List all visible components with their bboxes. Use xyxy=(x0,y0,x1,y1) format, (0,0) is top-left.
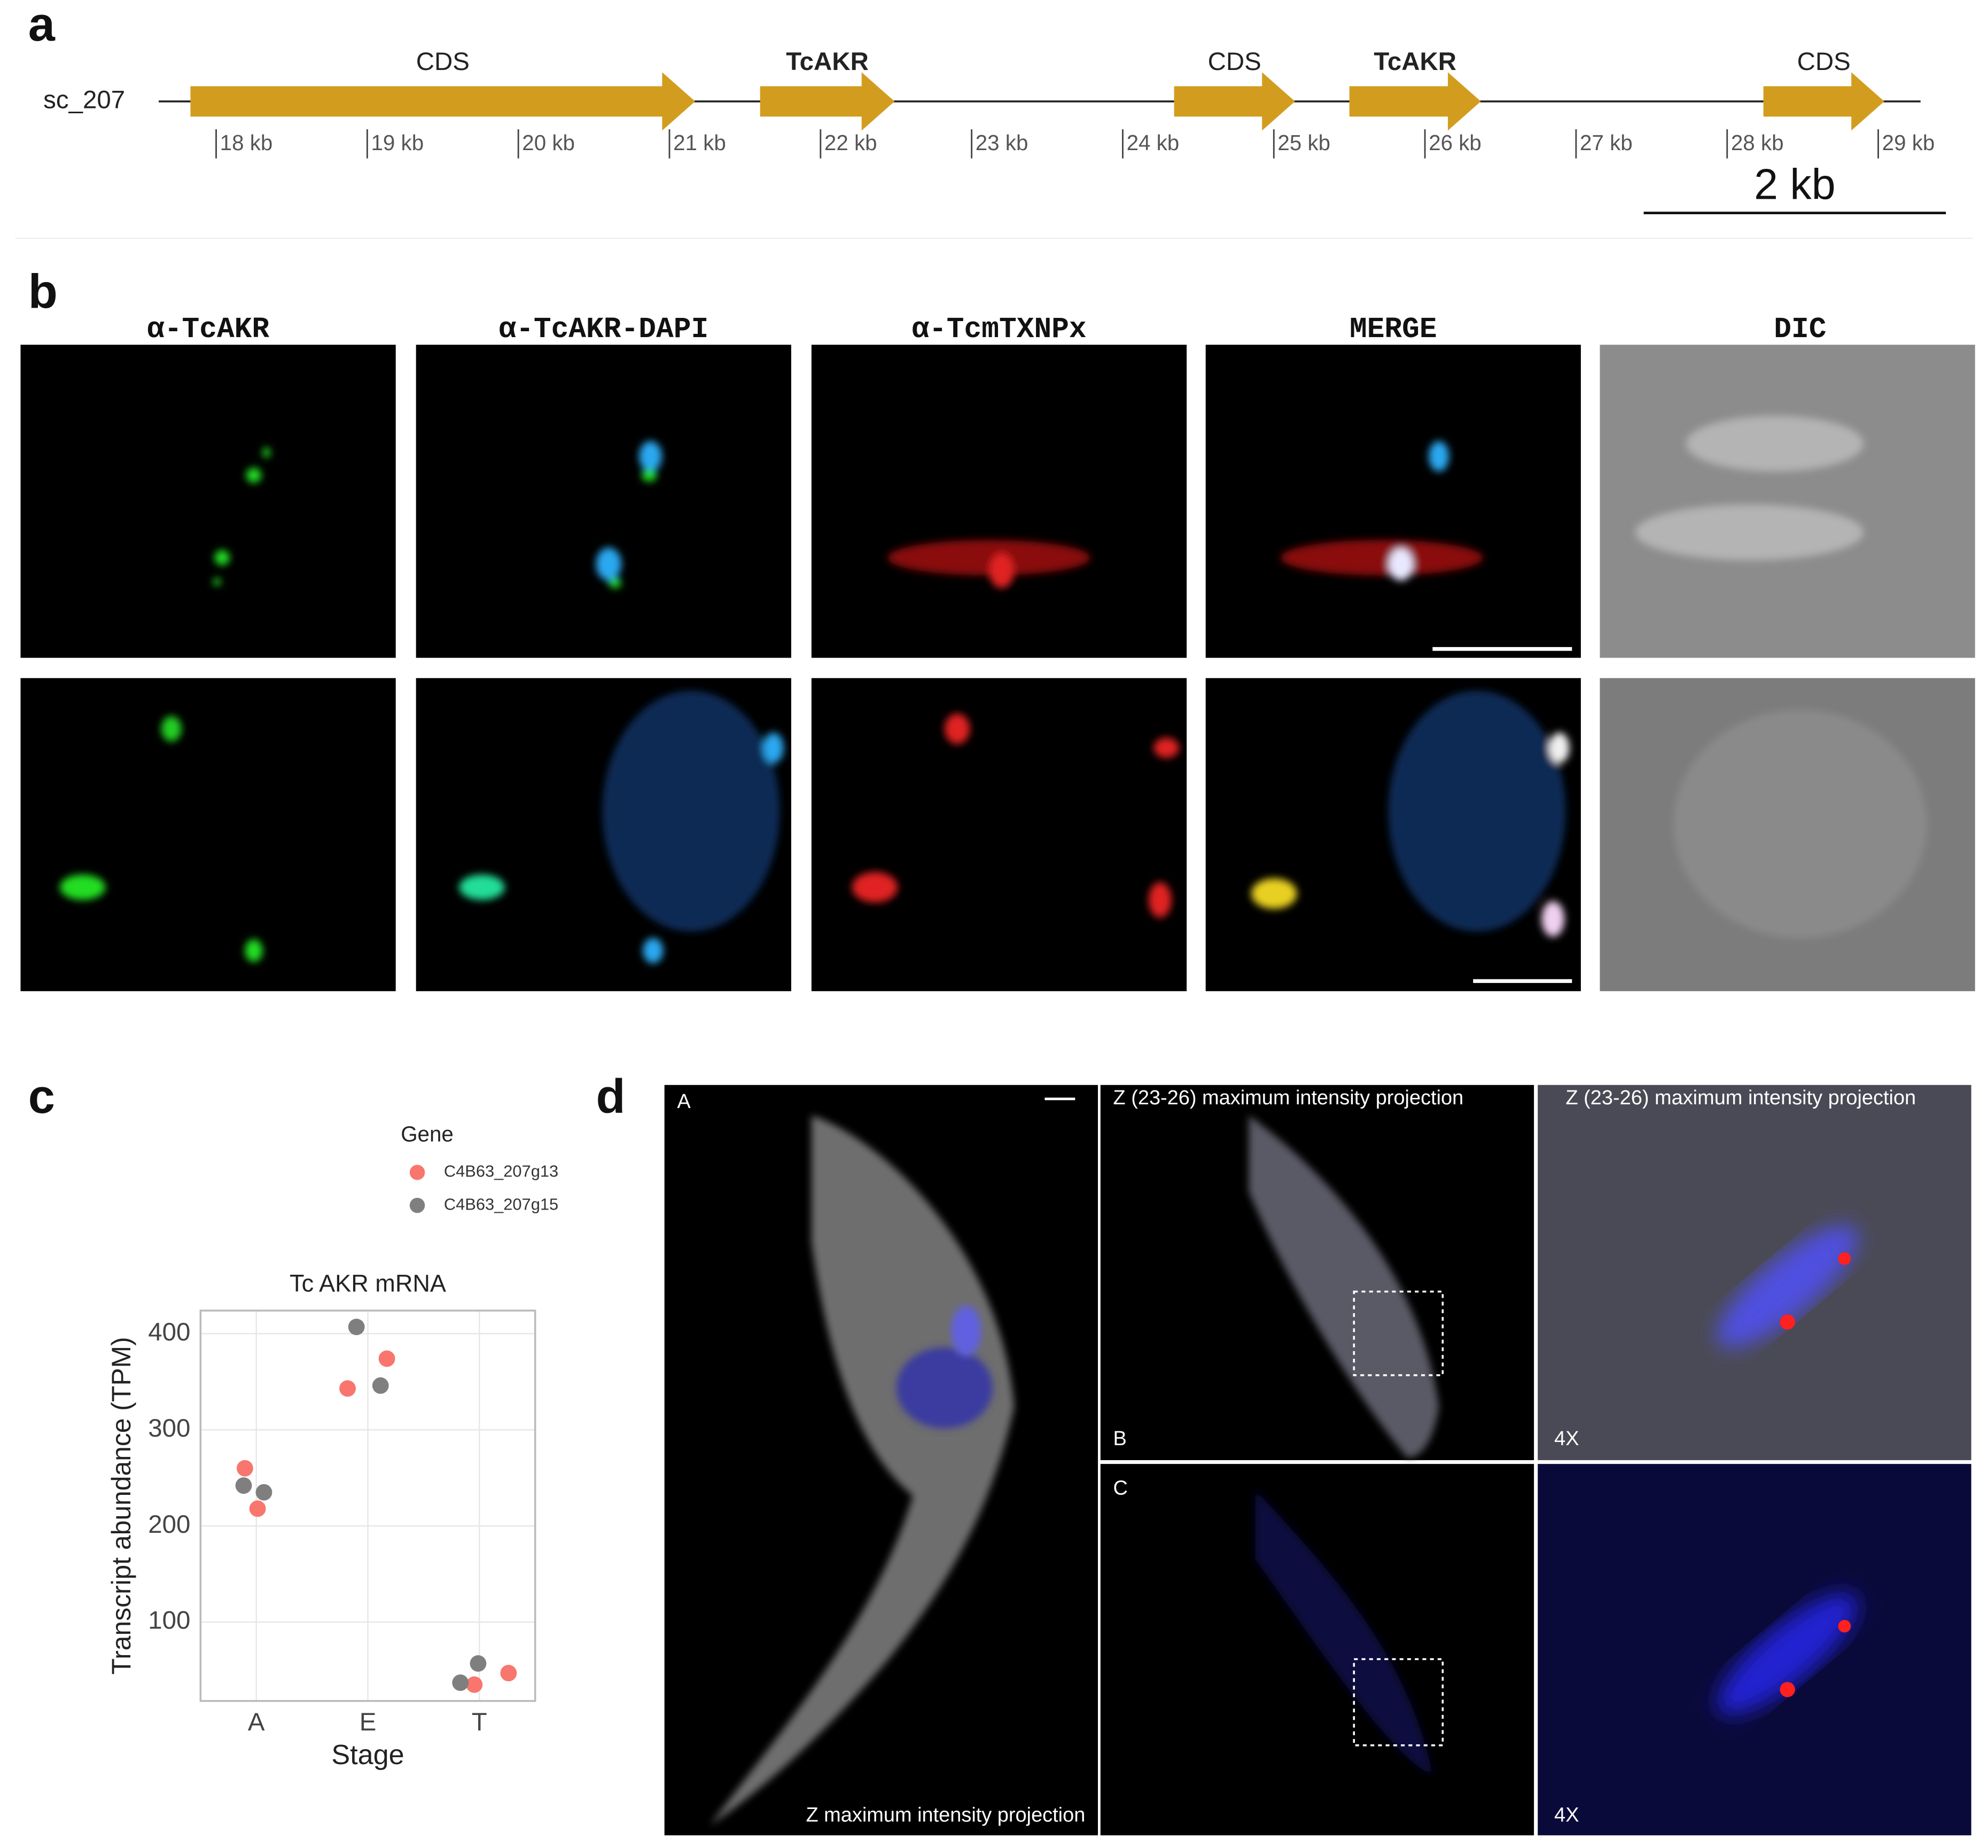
legend-title: Gene xyxy=(401,1121,454,1146)
image xyxy=(1538,1085,1971,1461)
point xyxy=(500,1665,517,1682)
tick-label: 22 kb xyxy=(824,130,877,155)
gene-arrow xyxy=(190,72,696,131)
panel-label: c xyxy=(28,1070,55,1124)
image xyxy=(20,345,396,658)
point xyxy=(339,1380,356,1397)
tick-label: 20 kb xyxy=(522,130,575,155)
tick-label: 18 kb xyxy=(220,130,273,155)
tick-label: 25 kb xyxy=(1277,130,1330,155)
panel-label: b xyxy=(28,265,58,319)
y-tick-label: 300 xyxy=(148,1414,190,1442)
legend-marker xyxy=(409,1197,425,1213)
image-title: Z (23-26) maximum intensity projection xyxy=(1565,1087,1916,1109)
image xyxy=(416,345,791,658)
image xyxy=(1600,345,1975,658)
column-header: DIC xyxy=(1774,314,1826,346)
legend-marker xyxy=(409,1165,425,1180)
panel-label: a xyxy=(28,0,56,51)
point xyxy=(236,1460,253,1477)
image-label: C xyxy=(1113,1477,1128,1500)
gene-arrow xyxy=(760,72,895,131)
tick-label: 26 kb xyxy=(1429,130,1482,155)
x-axis-title: Stage xyxy=(331,1740,404,1771)
chart-title: Tc AKR mRNA xyxy=(290,1270,446,1297)
legend-label: C4B63_207g13 xyxy=(444,1162,558,1181)
tick-label: 28 kb xyxy=(1731,130,1784,155)
microscopy-grid: α-TcAKR α-TcAKR-DAPI α-TcmTXNPx MERGE DI… xyxy=(20,314,1975,992)
gene-label: TcAKR xyxy=(1374,48,1456,76)
tick-label: 27 kb xyxy=(1580,130,1633,155)
image xyxy=(811,678,1187,992)
y-axis-title: Transcript abundance (TPM) xyxy=(106,1337,136,1674)
column-header: α-TcmTXNPx xyxy=(911,314,1086,346)
gene-label: CDS xyxy=(416,48,470,76)
y-tick-label: 100 xyxy=(148,1607,190,1635)
tick-label: 24 kb xyxy=(1127,130,1180,155)
image xyxy=(1100,1464,1534,1836)
y-tick-label: 400 xyxy=(148,1318,190,1346)
point xyxy=(452,1674,469,1691)
y-tick-label: 200 xyxy=(148,1510,190,1539)
tick-label: 19 kb xyxy=(371,130,424,155)
image-label: B xyxy=(1113,1428,1127,1450)
column-header: α-TcAKR xyxy=(147,314,269,346)
legend-label: C4B63_207g15 xyxy=(444,1195,558,1213)
gene-label: CDS xyxy=(1208,48,1261,76)
plot-border xyxy=(199,1309,536,1702)
tick-label: 29 kb xyxy=(1882,130,1935,155)
point xyxy=(378,1350,395,1367)
x-tick-label: A xyxy=(248,1708,265,1736)
gene-label: CDS xyxy=(1797,48,1851,76)
scale-bar-label: 2 kb xyxy=(1754,160,1835,208)
x-tick-label: E xyxy=(360,1708,377,1736)
image xyxy=(811,345,1187,658)
image-caption: Z maximum intensity projection xyxy=(806,1804,1085,1827)
x-tick-label: T xyxy=(472,1708,487,1736)
gene-arrow xyxy=(1174,72,1295,131)
tick-label: 21 kb xyxy=(673,130,726,155)
cell-signal xyxy=(60,416,1927,964)
point xyxy=(348,1319,365,1336)
cell-signal xyxy=(710,1097,1858,1826)
zoom-label: 4X xyxy=(1554,1428,1579,1450)
image-label: A xyxy=(677,1090,691,1113)
point xyxy=(470,1655,487,1672)
gene-map: sc_207 18 kb 19 kb 20 kb 21 kb 22 kb 23 kb 24 … xyxy=(43,48,1946,214)
point xyxy=(466,1676,483,1693)
column-header: α-TcAKR-DAPI xyxy=(498,314,708,346)
image xyxy=(20,678,396,992)
point xyxy=(235,1477,252,1494)
scatter-chart: A E T 100 200 300 400 Tc AKR mRNA Stage Transcrip… xyxy=(106,1121,558,1771)
gene-label: TcAKR xyxy=(786,48,869,76)
zoom-label: 4X xyxy=(1554,1804,1579,1827)
panel-label: d xyxy=(596,1070,626,1124)
column-header: MERGE xyxy=(1350,314,1437,346)
confocal-panels: A Z maximum intensity projection Z (23-2… xyxy=(664,1085,1971,1836)
gene-arrow xyxy=(1349,72,1481,131)
point xyxy=(249,1500,266,1517)
contig-label: sc_207 xyxy=(43,85,125,114)
tick-label: 23 kb xyxy=(976,130,1028,155)
gene-arrow xyxy=(1763,72,1884,131)
point xyxy=(372,1377,389,1394)
point xyxy=(255,1484,272,1501)
image xyxy=(1205,345,1581,658)
image-title: Z (23-26) maximum intensity projection xyxy=(1113,1087,1464,1109)
